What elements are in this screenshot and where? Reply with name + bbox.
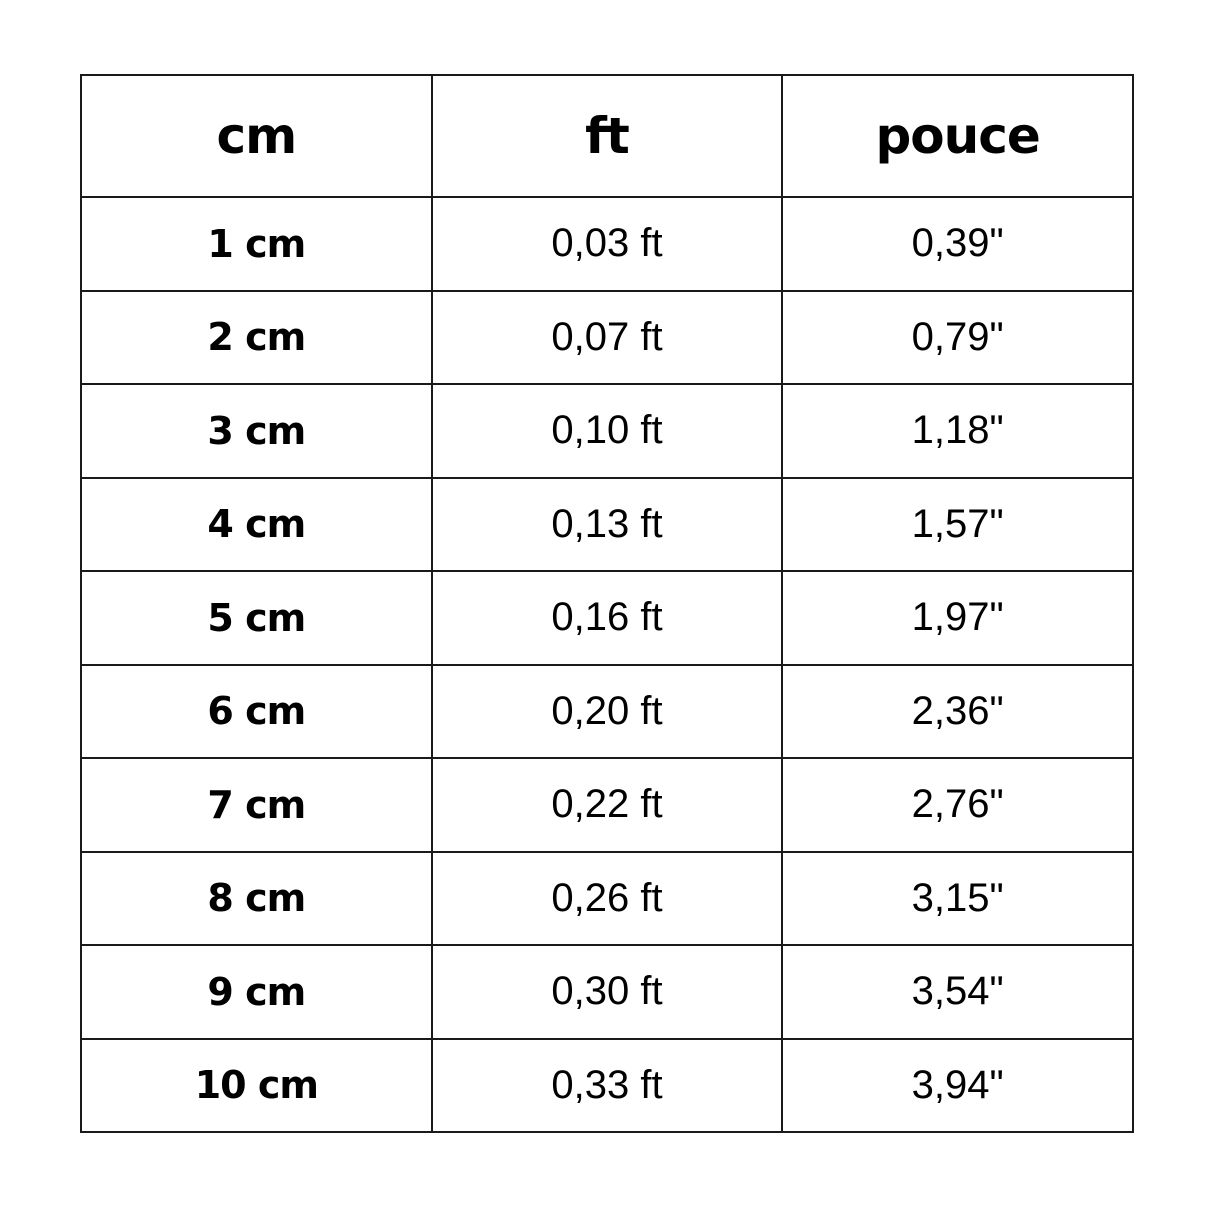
header-ft: ft [430, 74, 784, 198]
pouce-cell: 0,39" [781, 196, 1134, 292]
pouce-cell: 1,18" [781, 383, 1134, 479]
conversion-table: cm ft pouce 1 cm 0,03 ft 0,39" 2 cm 0,07 ft 0… [80, 74, 1134, 1133]
pouce-cell: 1,97" [781, 570, 1134, 666]
table-row: 6 cm 0,20 ft 2,36" [80, 663, 1134, 759]
ft-cell: 0,33 ft [430, 1037, 784, 1133]
pouce-cell: 3,15" [781, 850, 1134, 946]
cm-cell: 2 cm [80, 289, 433, 385]
pouce-cell: 1,57" [781, 476, 1134, 572]
ft-cell: 0,13 ft [430, 476, 784, 572]
pouce-cell: 2,36" [781, 663, 1134, 759]
header-pouce: pouce [781, 74, 1134, 198]
table-row: 10 cm 0,33 ft 3,94" [80, 1037, 1134, 1133]
pouce-cell: 2,76" [781, 757, 1134, 853]
header-cm: cm [80, 74, 433, 198]
table-row: 2 cm 0,07 ft 0,79" [80, 289, 1134, 385]
header-row: cm ft pouce [80, 74, 1134, 198]
cm-cell: 7 cm [80, 757, 433, 853]
ft-cell: 0,30 ft [430, 944, 784, 1040]
cm-cell: 5 cm [80, 570, 433, 666]
table-row: 9 cm 0,30 ft 3,54" [80, 944, 1134, 1040]
cm-cell: 4 cm [80, 476, 433, 572]
cm-cell: 10 cm [80, 1037, 433, 1133]
table-row: 5 cm 0,16 ft 1,97" [80, 570, 1134, 666]
ft-cell: 0,03 ft [430, 196, 784, 292]
table-row: 3 cm 0,10 ft 1,18" [80, 383, 1134, 479]
ft-cell: 0,16 ft [430, 570, 784, 666]
ft-cell: 0,22 ft [430, 757, 784, 853]
ft-cell: 0,26 ft [430, 850, 784, 946]
cm-cell: 9 cm [80, 944, 433, 1040]
pouce-cell: 3,94" [781, 1037, 1134, 1133]
cm-cell: 8 cm [80, 850, 433, 946]
pouce-cell: 3,54" [781, 944, 1134, 1040]
cm-cell: 3 cm [80, 383, 433, 479]
table-row: 7 cm 0,22 ft 2,76" [80, 757, 1134, 853]
table-row: 1 cm 0,03 ft 0,39" [80, 196, 1134, 292]
cm-cell: 6 cm [80, 663, 433, 759]
ft-cell: 0,20 ft [430, 663, 784, 759]
cm-cell: 1 cm [80, 196, 433, 292]
pouce-cell: 0,79" [781, 289, 1134, 385]
ft-cell: 0,07 ft [430, 289, 784, 385]
table-row: 8 cm 0,26 ft 3,15" [80, 850, 1134, 946]
table-row: 4 cm 0,13 ft 1,57" [80, 476, 1134, 572]
ft-cell: 0,10 ft [430, 383, 784, 479]
